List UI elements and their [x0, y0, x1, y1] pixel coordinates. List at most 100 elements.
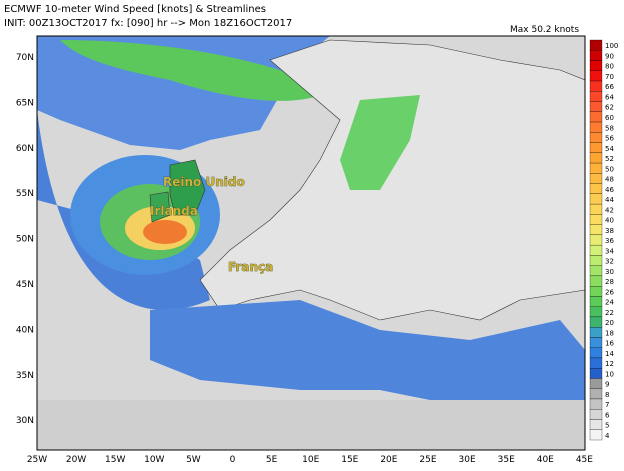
- place-label: França: [228, 260, 273, 274]
- colorbar-label: 24: [605, 299, 614, 307]
- colorbar-label: 50: [605, 165, 614, 173]
- colorbar-label: 5: [605, 422, 609, 430]
- colorbar-label: 58: [605, 124, 614, 132]
- colorbar-label: 38: [605, 227, 614, 235]
- colorbar-swatch: [589, 347, 603, 359]
- lon-label: 25E: [419, 455, 436, 465]
- colorbar-swatch: [589, 296, 603, 307]
- colorbar-label: 9: [605, 381, 609, 389]
- colorbar-label: 90: [605, 52, 614, 60]
- lon-label: 35E: [498, 455, 515, 465]
- colorbar-label: 52: [605, 155, 614, 163]
- colorbar-swatch: [589, 111, 603, 123]
- cyclone-core: [143, 220, 187, 244]
- lon-label: 10E: [302, 455, 319, 465]
- colorbar-label: 14: [605, 350, 614, 358]
- colorbar-swatch: [589, 121, 603, 133]
- colorbar-label: 6: [605, 411, 610, 419]
- lon-label: 15W: [105, 455, 125, 465]
- colorbar-label: 70: [605, 73, 614, 81]
- lat-label: 55N: [16, 189, 34, 199]
- lat-label: 60N: [16, 144, 34, 154]
- colorbar-swatch: [589, 244, 603, 256]
- colorbar-label: 100: [605, 42, 618, 50]
- map-frame: [36, 35, 586, 451]
- colorbar-label: 56: [605, 135, 614, 143]
- lon-label: 5W: [186, 455, 201, 465]
- colorbar-label: 34: [605, 247, 614, 255]
- lat-label: 35N: [16, 371, 34, 381]
- colorbar-label: 7: [605, 401, 609, 409]
- colorbar-label: 40: [605, 217, 614, 225]
- colorbar-swatch: [589, 327, 603, 338]
- colorbar-label: 28: [605, 278, 614, 286]
- lat-label: 65N: [16, 98, 34, 108]
- colorbar-swatch: [589, 70, 603, 82]
- max-value: Max 50.2 knots: [510, 25, 579, 35]
- colorbar-swatch: [589, 60, 603, 71]
- colorbar-label: 26: [605, 288, 614, 296]
- colorbar-swatch: [589, 91, 603, 102]
- colorbar-label: 42: [605, 206, 614, 214]
- lon-label: 30E: [459, 455, 476, 465]
- lat-label: 50N: [16, 235, 34, 245]
- colorbar-label: 80: [605, 63, 614, 71]
- colorbar-swatch: [589, 306, 603, 318]
- colorbar-label: 12: [605, 360, 614, 368]
- ireland-land: [149, 191, 171, 223]
- mediterranean: [150, 300, 585, 410]
- lon-label: 45E: [576, 455, 593, 465]
- colorbar-label: 20: [605, 319, 614, 327]
- colorbar-swatch: [589, 368, 603, 379]
- colorbar-label: 46: [605, 186, 614, 194]
- colorbar-swatch: [589, 142, 603, 153]
- lon-label: 0: [230, 455, 236, 465]
- colorbar-swatch: [589, 214, 603, 225]
- colorbar-label: 32: [605, 258, 614, 266]
- place-label: Reino Unido: [163, 175, 245, 189]
- lon-label: 15E: [341, 455, 358, 465]
- colorbar-label: 62: [605, 104, 614, 112]
- colorbar-swatch: [589, 101, 603, 112]
- place-label: Irlanda: [150, 204, 198, 218]
- europe-land: [199, 39, 586, 321]
- colorbar-swatch: [589, 255, 603, 266]
- colorbar-swatch: [589, 173, 603, 184]
- lon-label: 5E: [266, 455, 278, 465]
- colorbar-swatch: [589, 429, 603, 441]
- lon-label: 20W: [66, 455, 86, 465]
- colorbar-swatch: [589, 152, 603, 164]
- colorbar-swatch: [589, 409, 603, 420]
- colorbar-label: 66: [605, 83, 614, 91]
- colorbar-swatch: [589, 193, 603, 205]
- colorbar-label: 44: [605, 196, 614, 204]
- lon-label: 25W: [27, 455, 47, 465]
- colorbar-swatch: [589, 234, 603, 246]
- colorbar-swatch: [589, 357, 603, 369]
- colorbar-swatch: [589, 286, 603, 297]
- colorbar-swatch: [589, 39, 603, 51]
- colorbar-swatch: [589, 224, 603, 236]
- colorbar-label: 36: [605, 237, 614, 245]
- map-area: [36, 35, 586, 451]
- colorbar-label: 54: [605, 145, 614, 153]
- colorbar-swatch: [589, 337, 603, 348]
- uk-land: [169, 159, 206, 216]
- colorbar-label: 10: [605, 370, 614, 378]
- africa-land: [37, 400, 585, 450]
- colorbar-swatch: [589, 80, 603, 92]
- colorbar-swatch: [589, 275, 603, 287]
- lat-label: 70N: [16, 53, 34, 63]
- baltic-wind: [340, 95, 420, 190]
- colorbar-label: 48: [605, 176, 614, 184]
- colorbar-swatch: [589, 50, 603, 61]
- title: ECMWF 10-meter Wind Speed [knots] & Stre…: [4, 4, 266, 15]
- colorbar-label: 64: [605, 93, 614, 101]
- colorbar-swatch: [589, 203, 603, 215]
- lon-label: 40E: [537, 455, 554, 465]
- colorbar-label: 8: [605, 391, 609, 399]
- colorbar-swatch: [589, 378, 603, 389]
- wind-band: [60, 40, 330, 101]
